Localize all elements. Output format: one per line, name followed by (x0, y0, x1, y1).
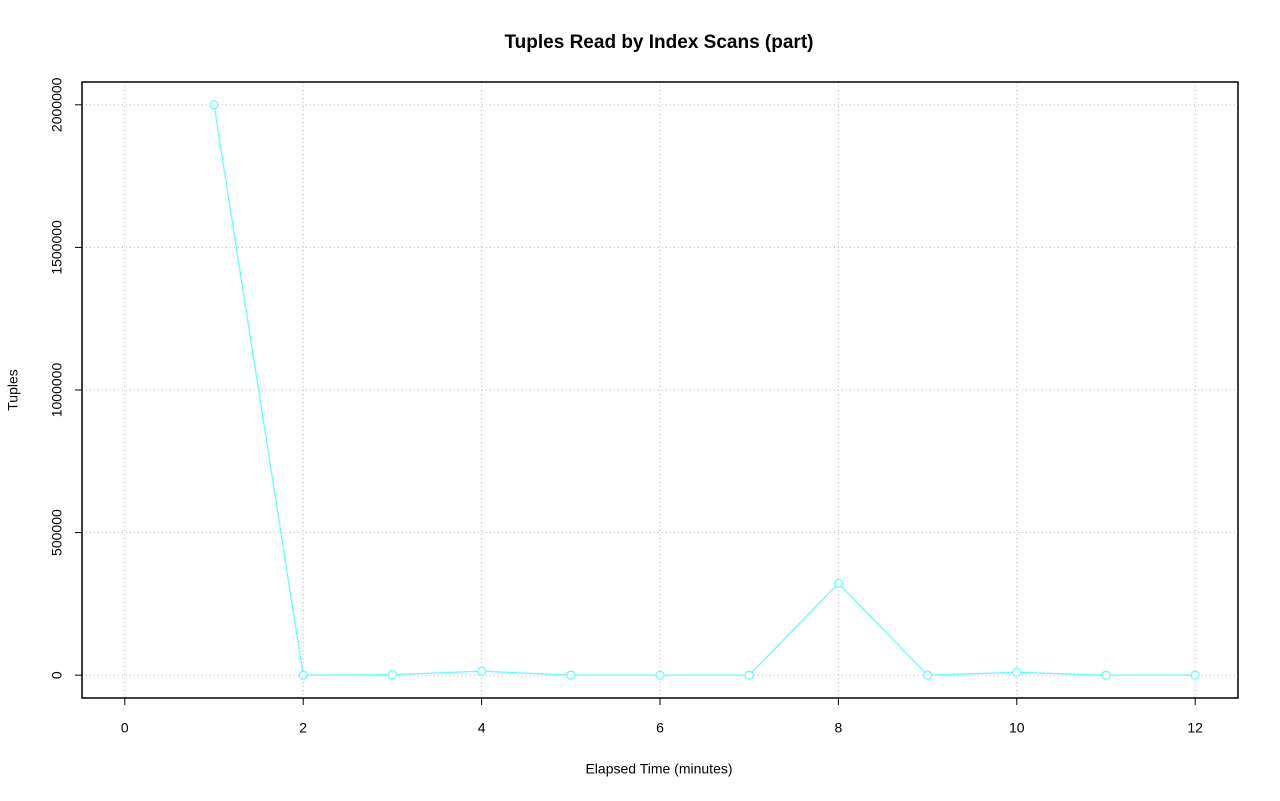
y-tick-label: 500000 (49, 509, 65, 556)
x-tick-label: 6 (656, 720, 664, 736)
x-tick-label: 10 (1009, 720, 1025, 736)
data-point (833, 578, 844, 589)
x-tick-label: 8 (834, 720, 842, 736)
x-tick-label: 12 (1187, 720, 1203, 736)
x-tick-label: 2 (299, 720, 307, 736)
y-tick-label: 1000000 (49, 363, 65, 418)
data-point (655, 670, 665, 680)
data-point (1101, 670, 1111, 680)
x-tick-label: 0 (121, 720, 129, 736)
y-tick-label: 2000000 (49, 77, 65, 132)
data-point (209, 100, 219, 110)
data-point (1190, 670, 1200, 680)
data-point (744, 670, 754, 680)
data-point (566, 670, 576, 680)
x-tick-label: 4 (478, 720, 486, 736)
data-line (213, 104, 1196, 676)
data-point (476, 666, 487, 676)
x-axis-label: Elapsed Time (minutes) (585, 761, 732, 777)
plot-frame (81, 81, 1239, 699)
data-point (1012, 667, 1022, 677)
y-tick-label: 0 (49, 671, 65, 679)
data-point (387, 669, 398, 680)
chart-title: Tuples Read by Index Scans (part) (504, 32, 813, 53)
data-point (922, 670, 933, 680)
data-point (298, 670, 308, 680)
y-tick-label: 1500000 (49, 220, 65, 275)
y-axis-label: Tuples (5, 369, 21, 411)
